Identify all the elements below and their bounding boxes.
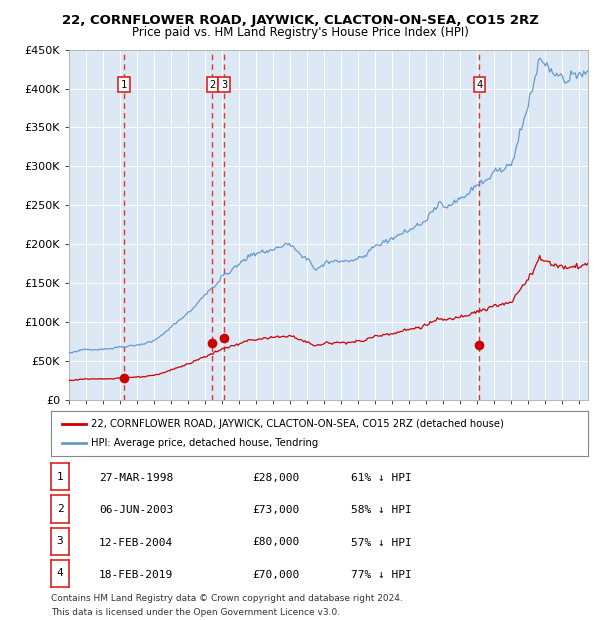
Text: £80,000: £80,000 (252, 538, 299, 547)
Text: 61% ↓ HPI: 61% ↓ HPI (351, 473, 412, 483)
Text: Contains HM Land Registry data © Crown copyright and database right 2024.: Contains HM Land Registry data © Crown c… (51, 594, 403, 603)
Text: This data is licensed under the Open Government Licence v3.0.: This data is licensed under the Open Gov… (51, 608, 340, 617)
Text: 58% ↓ HPI: 58% ↓ HPI (351, 505, 412, 515)
Text: HPI: Average price, detached house, Tendring: HPI: Average price, detached house, Tend… (91, 438, 319, 448)
Text: £70,000: £70,000 (252, 570, 299, 580)
Text: 4: 4 (476, 79, 482, 90)
Text: 22, CORNFLOWER ROAD, JAYWICK, CLACTON-ON-SEA, CO15 2RZ: 22, CORNFLOWER ROAD, JAYWICK, CLACTON-ON… (62, 14, 538, 27)
Text: Price paid vs. HM Land Registry's House Price Index (HPI): Price paid vs. HM Land Registry's House … (131, 26, 469, 39)
Text: 3: 3 (56, 536, 64, 546)
Text: 1: 1 (121, 79, 127, 90)
Text: 77% ↓ HPI: 77% ↓ HPI (351, 570, 412, 580)
Text: 4: 4 (56, 569, 64, 578)
Text: 2: 2 (56, 504, 64, 514)
Text: 06-JUN-2003: 06-JUN-2003 (99, 505, 173, 515)
Text: 3: 3 (221, 79, 227, 90)
Text: 12-FEB-2004: 12-FEB-2004 (99, 538, 173, 547)
Text: 22, CORNFLOWER ROAD, JAYWICK, CLACTON-ON-SEA, CO15 2RZ (detached house): 22, CORNFLOWER ROAD, JAYWICK, CLACTON-ON… (91, 418, 504, 428)
Text: 27-MAR-1998: 27-MAR-1998 (99, 473, 173, 483)
Text: 2: 2 (209, 79, 215, 90)
Text: 1: 1 (56, 472, 64, 482)
Text: £28,000: £28,000 (252, 473, 299, 483)
Text: 18-FEB-2019: 18-FEB-2019 (99, 570, 173, 580)
Text: £73,000: £73,000 (252, 505, 299, 515)
Text: 57% ↓ HPI: 57% ↓ HPI (351, 538, 412, 547)
